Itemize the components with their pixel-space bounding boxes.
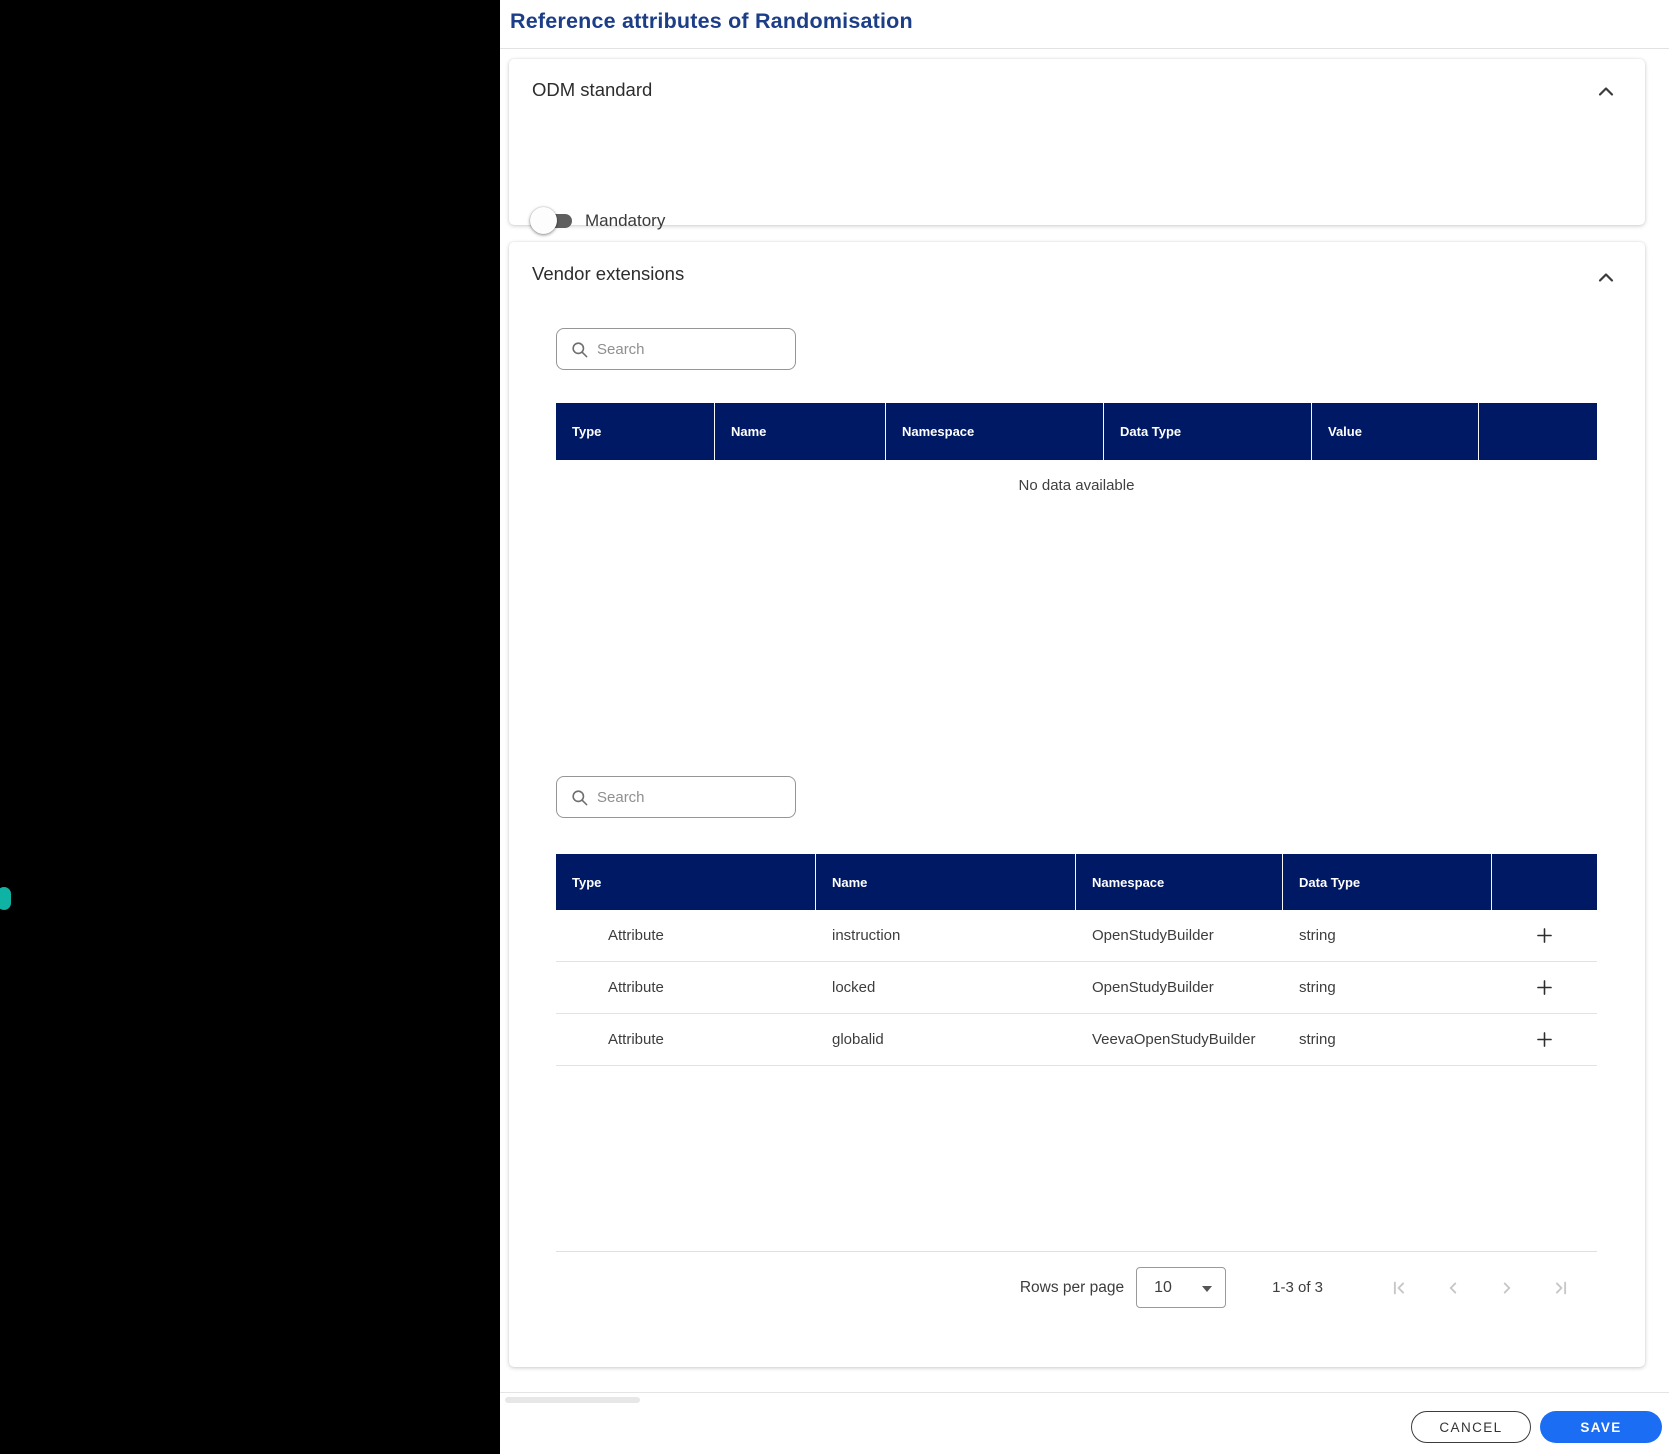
cell-type: Attribute [608,1031,664,1048]
left-backdrop [0,0,500,1454]
table-row[interactable]: Attribute locked OpenStudyBuilder string [556,962,1597,1014]
vendor-attributes-empty-table: Type Name Namespace Data Type Value [556,403,1597,460]
reference-attributes-panel: Reference attributes of Randomisation OD… [500,0,1669,1454]
cell-namespace: VeevaOpenStudyBuilder [1092,1031,1256,1048]
scrollbar-thumb[interactable] [505,1397,640,1403]
column-header-data-type[interactable]: Data Type [1283,854,1492,910]
cell-data-type: string [1299,927,1336,944]
mandatory-toggle[interactable] [530,207,574,235]
column-header-data-type[interactable]: Data Type [1104,403,1312,460]
first-page-button[interactable] [1387,1276,1411,1300]
table-header-row: Type Name Namespace Data Type [556,854,1597,910]
column-header-actions [1492,854,1597,910]
cell-name: globalid [832,1031,884,1048]
attributes-search [556,328,796,370]
table-row[interactable]: Attribute instruction OpenStudyBuilder s… [556,910,1597,962]
add-value-button[interactable] [1531,922,1559,950]
previous-page-button[interactable] [1441,1276,1465,1300]
column-header-type[interactable]: Type [556,854,816,910]
footer-divider [500,1392,1669,1393]
vendor-card-title: Vendor extensions [532,263,685,284]
column-header-name[interactable]: Name [816,854,1076,910]
rows-per-page-label: Rows per page [1019,1278,1125,1296]
column-header-type[interactable]: Type [556,403,715,460]
cell-name: instruction [832,927,901,944]
page-title: Reference attributes of Randomisation [510,9,913,33]
chevron-up-icon [1598,87,1614,96]
plus-icon [1537,1032,1552,1047]
first-page-icon [1393,1281,1405,1294]
search-icon [572,789,588,805]
cancel-button[interactable]: CANCEL [1411,1411,1531,1443]
search-icon [572,341,588,357]
chevron-right-icon [1503,1282,1511,1293]
odm-collapse-button[interactable] [1591,77,1621,107]
rows-per-page-value: 10 [1154,1278,1172,1296]
vendor-collapse-button[interactable] [1591,263,1621,293]
toggle-thumb [530,207,557,234]
column-header-actions [1479,403,1597,460]
odm-card-title: ODM standard [532,79,653,100]
table-header-row: Type Name Namespace Data Type Value [556,403,1597,460]
pagination-range: 1-3 of 3 [1272,1279,1323,1296]
plus-icon [1537,980,1552,995]
odm-standard-card: ODM standard Mandatory [509,59,1645,234]
column-header-namespace[interactable]: Namespace [886,403,1104,460]
chevron-up-icon [1598,273,1614,282]
search-input[interactable] [597,340,777,358]
column-header-name[interactable]: Name [715,403,886,460]
cell-data-type: string [1299,1031,1336,1048]
caret-down-icon [1202,1286,1213,1292]
cell-namespace: OpenStudyBuilder [1092,927,1214,944]
last-page-button[interactable] [1549,1276,1573,1300]
pagination-controls [1357,1276,1573,1300]
save-button[interactable]: SAVE [1540,1411,1662,1443]
add-value-button[interactable] [1531,1026,1559,1054]
no-data-message: No data available [1018,477,1135,494]
search-input[interactable] [597,788,777,806]
pagination-divider [556,1251,1597,1252]
column-header-value[interactable]: Value [1312,403,1479,460]
last-page-icon [1555,1281,1567,1294]
next-page-button[interactable] [1495,1276,1519,1300]
plus-icon [1537,928,1552,943]
add-value-button[interactable] [1531,974,1559,1002]
cell-type: Attribute [608,927,664,944]
cell-data-type: string [1299,979,1336,996]
drawer-handle[interactable] [0,887,11,910]
cell-name: locked [832,979,876,996]
vendor-extensions-card: Vendor extensions Type Name Name [509,242,1645,1367]
extensions-search [556,776,796,818]
table-row[interactable]: Attribute globalid VeevaOpenStudyBuilder… [556,1014,1597,1066]
cell-namespace: OpenStudyBuilder [1092,979,1214,996]
title-divider [500,48,1669,49]
chevron-left-icon [1449,1282,1457,1293]
cell-type: Attribute [608,979,664,996]
rows-per-page-select[interactable]: 10 [1136,1267,1227,1308]
mandatory-toggle-label: Mandatory [585,211,666,230]
mandatory-toggle-row: Mandatory [530,207,665,235]
table-pagination: Rows per page 10 1-3 of 3 [556,1267,1597,1308]
vendor-extensions-table: Type Name Namespace Data Type Attribute … [556,854,1597,1066]
column-header-namespace[interactable]: Namespace [1076,854,1283,910]
